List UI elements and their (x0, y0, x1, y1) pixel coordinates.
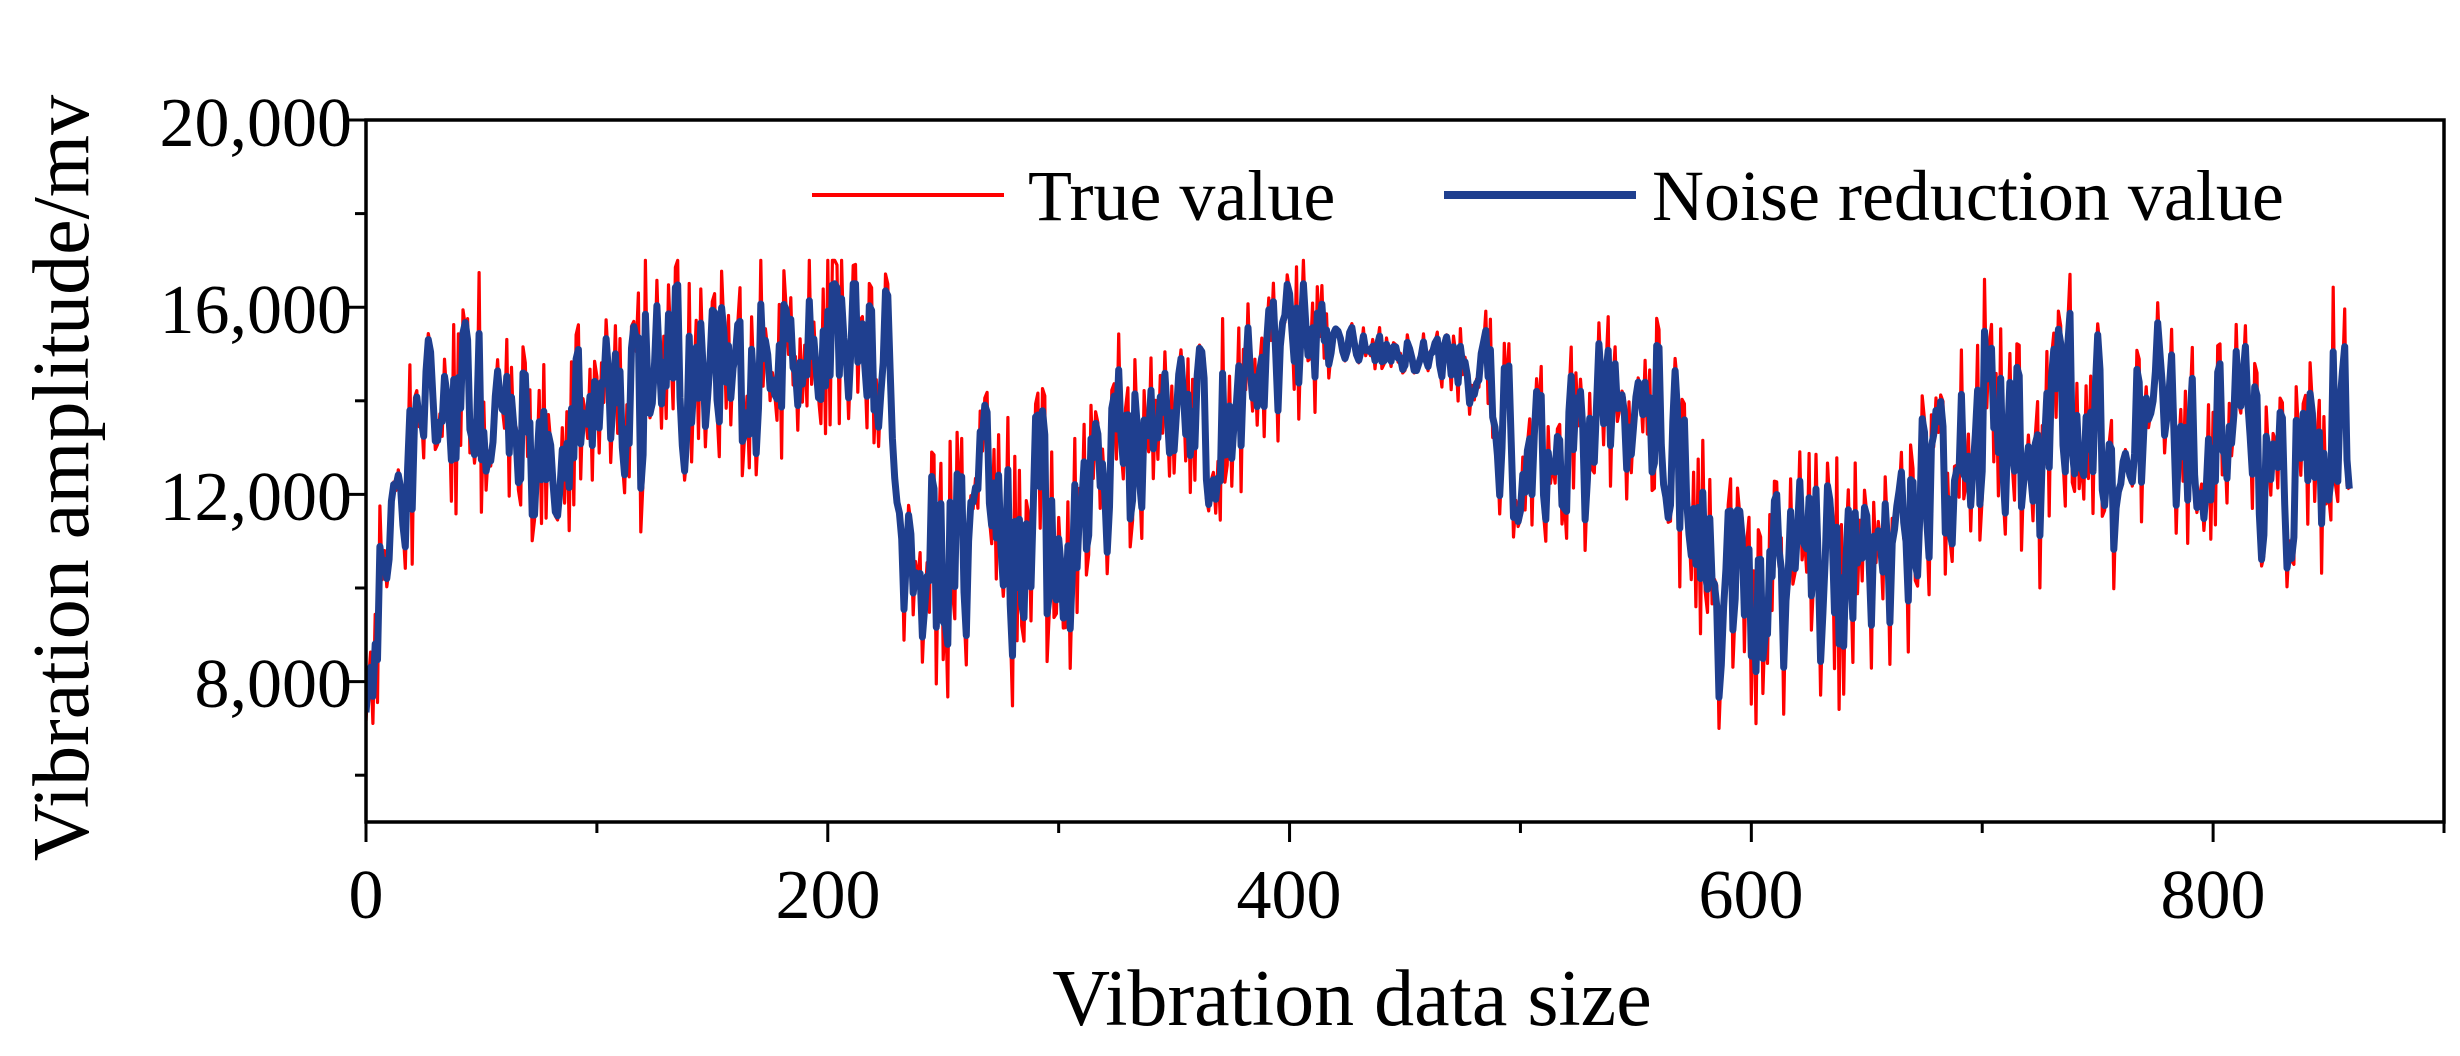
y-axis-ticks (346, 118, 366, 777)
x-tick-labels: 0 200 400 600 800 (349, 857, 2266, 934)
legend-label-noise-reduction-value: Noise reduction value (1652, 156, 2284, 236)
x-tick-label-800: 800 (2161, 857, 2266, 934)
y-tick-labels: 8,000 12,000 16,000 20,000 (160, 85, 353, 723)
y-tick-label-20000: 20,000 (160, 85, 353, 162)
y-tick-label-12000: 12,000 (160, 459, 353, 536)
x-tick-label-400: 400 (1237, 857, 1342, 934)
series-line-noise-reduction-value (366, 280, 2353, 713)
plot-frame (364, 118, 2446, 824)
y-tick-label-8000: 8,000 (195, 646, 353, 723)
x-tick-label-200: 200 (776, 857, 881, 934)
y-axis-title: Vibration amplitude/mv (18, 95, 106, 861)
x-tick-label-600: 600 (1699, 857, 1804, 934)
y-tick-label-16000: 16,000 (160, 272, 353, 349)
legend: True value Noise reduction value (812, 156, 2284, 236)
legend-label-true-value: True value (1028, 156, 1335, 236)
x-axis-ticks (364, 822, 2446, 842)
x-axis-title: Vibration data size (1052, 955, 1651, 1043)
x-tick-label-0: 0 (349, 857, 384, 934)
